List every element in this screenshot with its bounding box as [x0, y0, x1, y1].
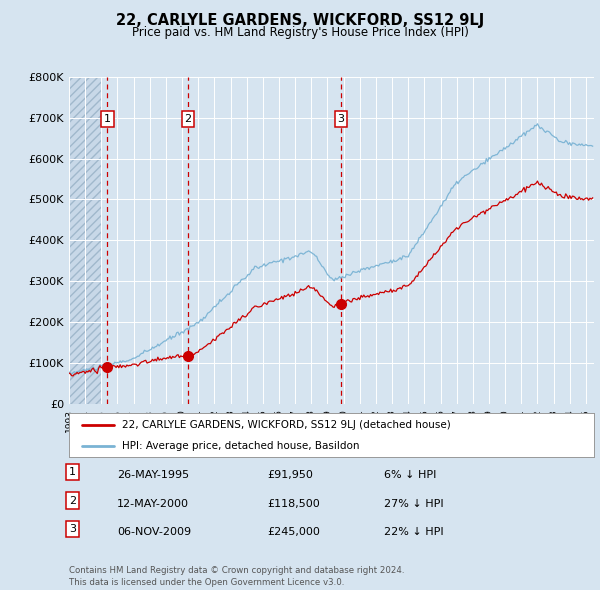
Text: 26-MAY-1995: 26-MAY-1995 [117, 470, 189, 480]
Text: 6% ↓ HPI: 6% ↓ HPI [384, 470, 436, 480]
Text: 22% ↓ HPI: 22% ↓ HPI [384, 527, 443, 537]
Text: Contains HM Land Registry data © Crown copyright and database right 2024.
This d: Contains HM Land Registry data © Crown c… [69, 566, 404, 587]
Text: 22, CARLYLE GARDENS, WICKFORD, SS12 9LJ: 22, CARLYLE GARDENS, WICKFORD, SS12 9LJ [116, 13, 484, 28]
Text: 12-MAY-2000: 12-MAY-2000 [117, 499, 189, 509]
Text: 2: 2 [184, 114, 191, 124]
Text: 1: 1 [69, 467, 76, 477]
Text: 22, CARLYLE GARDENS, WICKFORD, SS12 9LJ (detached house): 22, CARLYLE GARDENS, WICKFORD, SS12 9LJ … [121, 421, 450, 430]
Text: 2: 2 [69, 496, 76, 506]
Text: 1: 1 [104, 114, 111, 124]
Text: HPI: Average price, detached house, Basildon: HPI: Average price, detached house, Basi… [121, 441, 359, 451]
Text: 27% ↓ HPI: 27% ↓ HPI [384, 499, 443, 509]
Text: Price paid vs. HM Land Registry's House Price Index (HPI): Price paid vs. HM Land Registry's House … [131, 26, 469, 39]
Text: £245,000: £245,000 [267, 527, 320, 537]
Text: 3: 3 [338, 114, 344, 124]
Text: £118,500: £118,500 [267, 499, 320, 509]
Text: 3: 3 [69, 524, 76, 534]
Text: 06-NOV-2009: 06-NOV-2009 [117, 527, 191, 537]
Text: £91,950: £91,950 [267, 470, 313, 480]
